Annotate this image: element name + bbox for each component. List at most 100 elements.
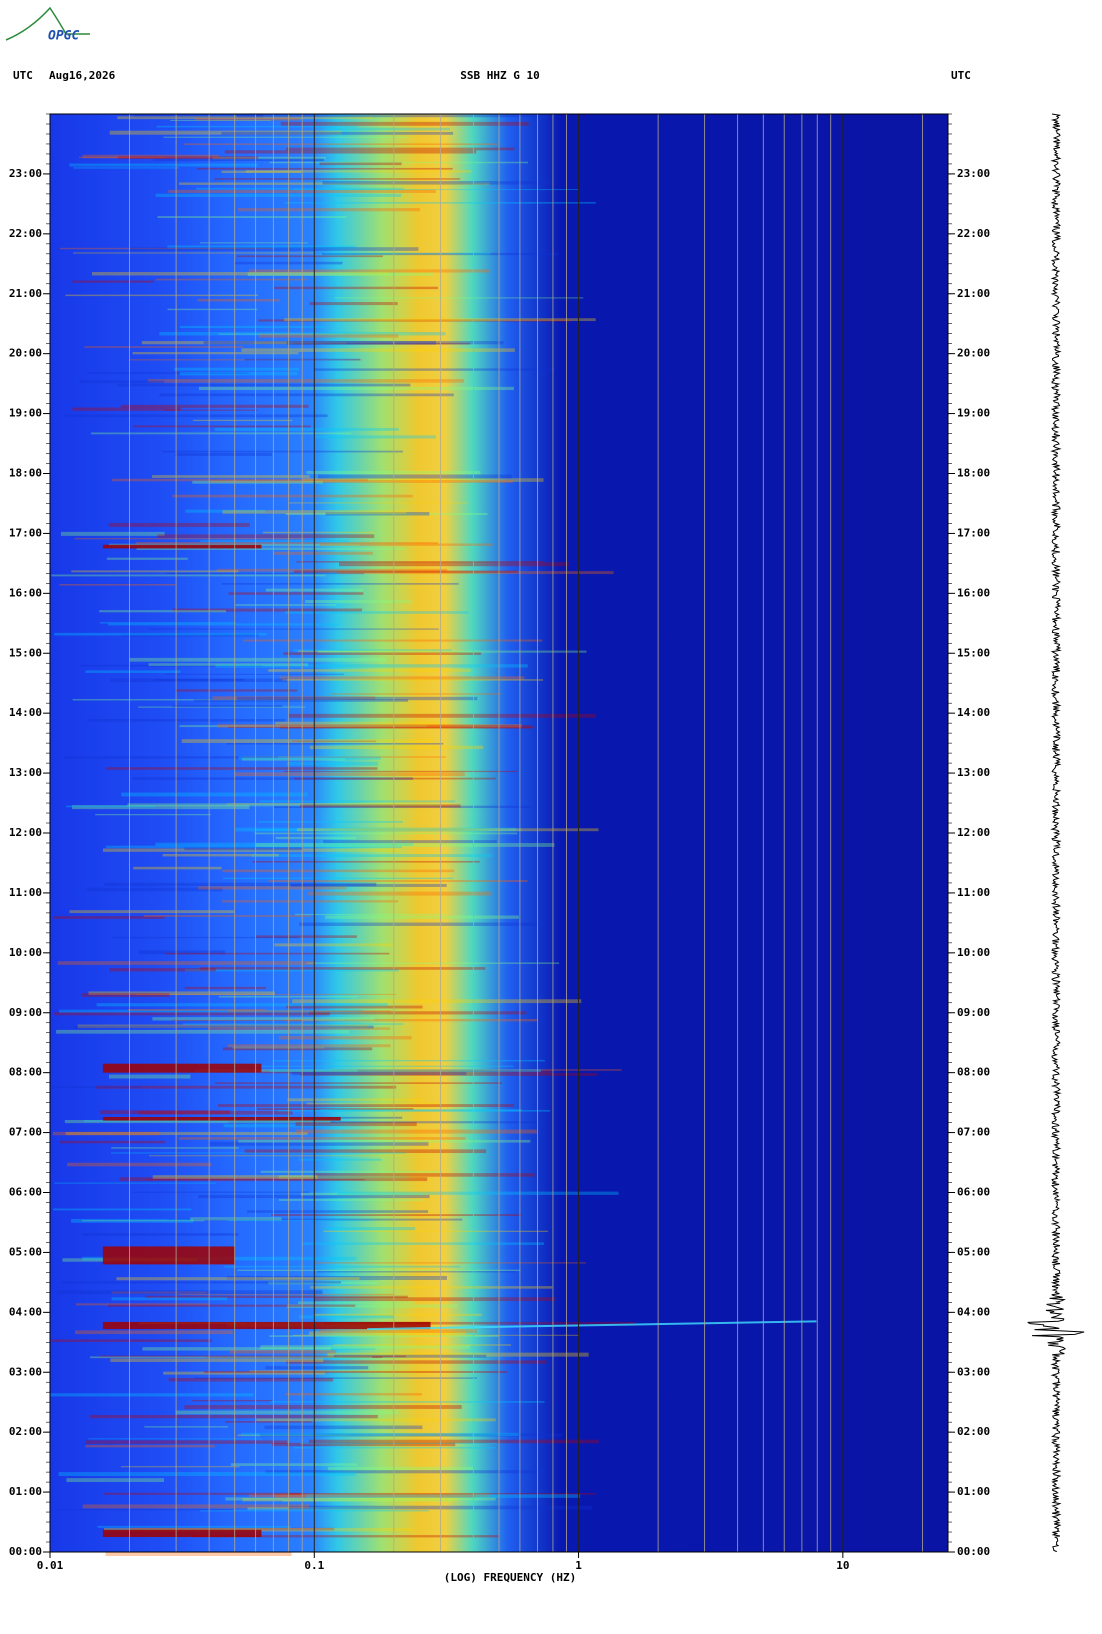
texture [269, 1335, 499, 1337]
texture [244, 1149, 487, 1154]
texture [323, 840, 497, 844]
texture [255, 935, 357, 938]
texture [74, 1330, 233, 1335]
texture [275, 836, 357, 840]
texture [111, 1147, 239, 1149]
texture [105, 1551, 292, 1556]
texture [71, 1218, 194, 1223]
texture [152, 1017, 375, 1021]
texture [111, 1291, 207, 1294]
texture [139, 950, 226, 955]
texture [294, 913, 447, 916]
y-tick-label-right: 17:00 [957, 526, 990, 539]
texture [247, 1210, 429, 1213]
texture [214, 427, 399, 431]
texture [172, 494, 413, 498]
texture [103, 882, 377, 887]
y-tick-label-right: 23:00 [957, 167, 990, 180]
texture [228, 1044, 391, 1048]
texture [136, 547, 405, 550]
texture [214, 1065, 514, 1067]
texture [127, 803, 439, 807]
texture [268, 669, 471, 672]
texture [190, 1217, 282, 1221]
texture [289, 1492, 596, 1495]
texture [221, 583, 459, 585]
texture [198, 886, 347, 890]
texture [56, 1029, 350, 1034]
texture [178, 1137, 466, 1140]
texture [209, 1141, 429, 1146]
texture [221, 170, 302, 173]
texture [295, 1122, 417, 1127]
texture [337, 1191, 619, 1195]
y-tick-label-left: 11:00 [9, 886, 42, 899]
texture [164, 952, 390, 955]
texture [261, 1070, 552, 1074]
texture [109, 130, 342, 135]
texture [333, 1344, 512, 1346]
texture [204, 1370, 508, 1373]
texture [83, 1120, 313, 1122]
texture [203, 341, 504, 345]
texture [322, 181, 551, 185]
texture [326, 1227, 416, 1231]
texture [234, 772, 465, 776]
texture [138, 706, 306, 708]
texture [144, 1426, 228, 1428]
texture [58, 1472, 356, 1476]
texture [195, 1069, 358, 1072]
texture [236, 114, 539, 118]
texture [226, 742, 444, 745]
texture [241, 1432, 519, 1437]
plot-frame [49, 113, 949, 1553]
texture [294, 777, 496, 780]
y-tick-label-right: 20:00 [957, 347, 990, 360]
logo-swoosh [5, 6, 90, 41]
texture [109, 968, 216, 972]
x-tick-label: 10 [836, 1559, 849, 1572]
y-tick-label-right: 07:00 [957, 1126, 990, 1139]
texture [185, 968, 399, 972]
texture [117, 116, 373, 120]
texture [116, 1277, 360, 1281]
texture [67, 1162, 212, 1167]
texture [106, 767, 378, 770]
texture [51, 1086, 141, 1089]
texture [285, 1392, 422, 1396]
texture [179, 325, 325, 329]
texture [297, 650, 429, 653]
texture [272, 1059, 545, 1062]
texture [172, 705, 283, 708]
texture [251, 854, 493, 857]
texture [200, 540, 349, 543]
texture [128, 1008, 266, 1011]
texture [195, 117, 300, 121]
texture [296, 561, 545, 563]
texture [315, 435, 436, 439]
texture [242, 757, 346, 761]
texture [163, 1371, 326, 1375]
texture [282, 1500, 453, 1502]
texture [242, 1497, 458, 1502]
texture [227, 1219, 374, 1222]
texture [286, 147, 515, 151]
texture [302, 1242, 545, 1245]
texture [306, 962, 560, 964]
texture [59, 583, 176, 586]
texture [84, 346, 243, 348]
texture [217, 1104, 515, 1107]
x-tick-label: 1 [575, 1559, 582, 1572]
x-axis-label: (LOG) FREQUENCY (HZ) [444, 1571, 576, 1584]
texture [279, 725, 533, 729]
texture [230, 1350, 337, 1354]
texture [153, 158, 325, 162]
y-tick-label-right: 01:00 [957, 1485, 990, 1498]
texture [88, 1438, 263, 1440]
texture [110, 1152, 406, 1154]
texture [306, 1102, 442, 1105]
texture [172, 1019, 302, 1022]
texture [258, 319, 571, 322]
texture [179, 725, 428, 728]
texture [73, 252, 314, 254]
